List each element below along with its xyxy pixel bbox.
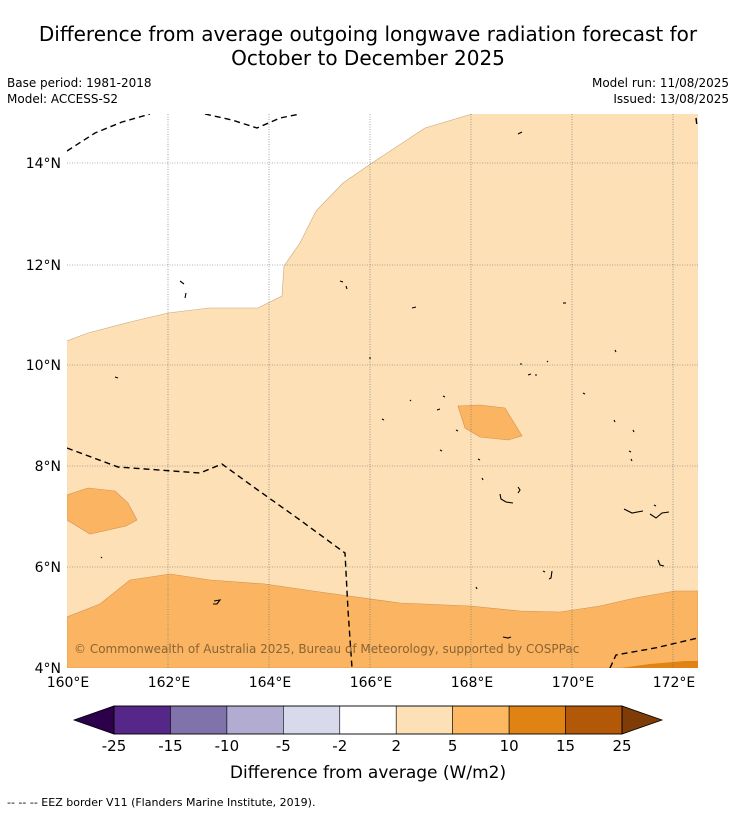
colorbar: -25 -15 -10 -5 -2 2 5 10 15 25 Difference from av… [72,705,664,783]
lon-label: 164°E [249,675,292,691]
colorbar-tick-label: 10 [500,737,519,755]
colorbar-tick-label: 5 [448,737,458,755]
colorbar-cell [395,705,453,735]
footer-note: -- -- -- EEZ border V11 (Flanders Marine… [7,796,316,809]
band-5-to-10-central-patch [457,404,523,441]
lon-label: 172°E [653,675,696,691]
lon-label: 162°E [148,675,191,691]
band-5-to-10-south [67,573,698,668]
colorbar-tick-label: -10 [215,737,240,755]
colorbar-under-arrow [72,705,115,735]
title-line-1: Difference from average outgoing longwav… [38,22,698,46]
band-10-to-15-region [620,661,698,668]
contour-2 [67,114,473,342]
lon-label: 166°E [350,675,393,691]
colorbar-cell [226,705,284,735]
colorbar-label: Difference from average (W/m2) [230,763,506,783]
base-period-text: Base period: 1981-2018 [7,76,152,90]
lon-label: 170°E [552,675,595,691]
lat-label: 6°N [35,560,61,576]
colorbar-tick-label: 15 [556,737,575,755]
colorbar-cell [170,705,228,735]
info-right: Model run: 11/08/2025 Issued: 13/08/2025 [592,75,729,107]
map-area [67,114,698,668]
model-text: Model: ACCESS-S2 [7,92,119,106]
colorbar-tick-label: -2 [332,737,347,755]
info-left: Base period: 1981-2018 Model: ACCESS-S2 [7,75,152,107]
colorbar-frame [113,705,623,735]
colorbar-cell [565,705,623,735]
gridlines [67,114,698,668]
colorbar-tick-label: 2 [391,737,401,755]
lat-label: 12°N [26,258,61,274]
colorbar-cell [283,705,341,735]
lat-label: 8°N [35,459,61,475]
lon-label: 160°E [47,675,90,691]
lat-label: 4°N [35,661,61,677]
longitude-labels: 160°E 162°E 164°E 166°E 168°E 170°E 172°… [47,675,696,691]
model-run-text: Model run: 11/08/2025 [591,76,729,90]
colorbar-tick-label: 25 [612,737,631,755]
colorbar-cell [508,705,566,735]
lat-label: 10°N [26,358,61,374]
title-line-2: October to December 2025 [231,46,505,70]
colorbar-tick-label: -15 [158,737,183,755]
eez-borders [67,114,698,668]
colorbar-cell [339,705,397,735]
band-5-to-10-west-patch [67,487,138,535]
copyright-text: © Commonwealth of Australia 2025, Bureau… [74,642,579,656]
islands [100,131,670,639]
latitude-labels: 14°N 12°N 10°N 8°N 6°N 4°N [26,156,61,677]
lat-label: 14°N [26,156,61,172]
colorbar-tick-label: -25 [102,737,127,755]
lon-label: 168°E [451,675,494,691]
colorbar-cell [113,705,171,735]
colorbar-over-arrow [621,705,664,735]
colorbar-tick-label: -5 [276,737,291,755]
issued-text: Issued: 13/08/2025 [613,92,729,106]
chart-title: Difference from average outgoing longwav… [0,22,736,70]
colorbar-cell [452,705,510,735]
